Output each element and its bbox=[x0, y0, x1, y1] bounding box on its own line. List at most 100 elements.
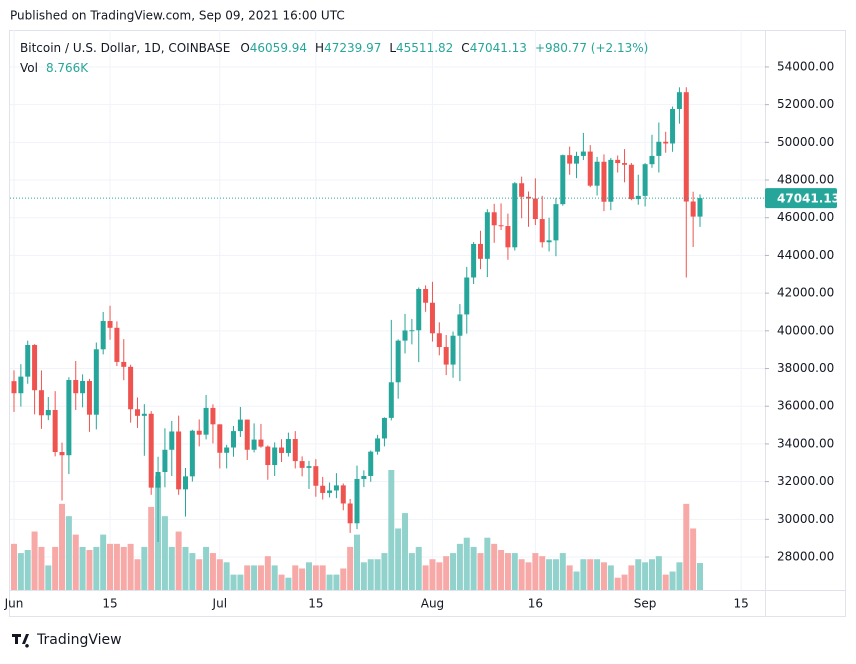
candle-body bbox=[244, 419, 250, 450]
x-tick-label: Aug bbox=[421, 597, 444, 611]
volume-bar bbox=[299, 568, 306, 590]
volume-bar bbox=[271, 565, 278, 590]
volume-bar bbox=[340, 568, 347, 590]
y-tick-label: 40000.00 bbox=[777, 323, 834, 337]
volume-bar bbox=[11, 543, 17, 590]
candle-body bbox=[224, 447, 230, 453]
volume-bar bbox=[662, 574, 669, 590]
volume-bar bbox=[189, 553, 196, 590]
candle-body bbox=[217, 424, 223, 453]
candle-body bbox=[340, 485, 346, 504]
volume-bar bbox=[168, 546, 175, 590]
candle-body bbox=[189, 430, 195, 477]
volume-bar bbox=[642, 562, 649, 590]
symbol: Bitcoin / U.S. Dollar, 1D, COINBASE bbox=[20, 41, 230, 55]
candle-body bbox=[169, 431, 175, 450]
volume-bar bbox=[648, 559, 655, 590]
grid bbox=[10, 30, 765, 590]
candle-body bbox=[539, 219, 545, 243]
x-tick-label: 16 bbox=[528, 597, 543, 611]
ohlc-value: 47041.13 bbox=[470, 41, 527, 55]
volume-bar bbox=[107, 543, 114, 590]
volume-bar bbox=[209, 553, 216, 590]
volume-bar bbox=[402, 513, 409, 590]
volume-bar bbox=[491, 543, 498, 590]
candle-body bbox=[327, 490, 333, 493]
x-tick-label: 15 bbox=[734, 597, 749, 611]
candle-body bbox=[45, 409, 51, 416]
candle-body bbox=[38, 390, 44, 416]
candle-body bbox=[484, 212, 490, 259]
candle-body bbox=[580, 151, 586, 156]
candle-body bbox=[347, 503, 353, 524]
volume-bar bbox=[278, 574, 285, 590]
candle-body bbox=[443, 347, 449, 365]
candle-body bbox=[491, 212, 497, 226]
volume-bar bbox=[251, 565, 258, 590]
volume-bar bbox=[422, 565, 429, 590]
candle-body bbox=[532, 198, 538, 220]
x-tick-label: Jun bbox=[4, 597, 24, 611]
volume-bar bbox=[408, 553, 415, 590]
candle-body bbox=[477, 243, 483, 259]
candle-body bbox=[423, 288, 429, 303]
volume-bar bbox=[456, 543, 463, 590]
volume-pane bbox=[11, 470, 703, 590]
candle-body bbox=[66, 380, 72, 456]
volume-bar bbox=[388, 470, 395, 590]
candle-body bbox=[11, 381, 17, 394]
volume-bar bbox=[93, 546, 100, 590]
volume-bar bbox=[539, 556, 546, 590]
volume-bar bbox=[113, 543, 120, 590]
candle-body bbox=[642, 164, 648, 196]
candle-body bbox=[155, 472, 161, 488]
y-tick-label: 52000.00 bbox=[777, 97, 834, 111]
volume-bar bbox=[237, 574, 244, 590]
volume-bar bbox=[59, 503, 66, 590]
candle-body bbox=[52, 409, 58, 453]
candle-body bbox=[361, 475, 367, 479]
candle-body bbox=[601, 161, 607, 202]
candle-body bbox=[663, 141, 669, 144]
volume-bar bbox=[127, 543, 134, 590]
volume-bar bbox=[374, 559, 381, 590]
x-tick-label: 15 bbox=[102, 597, 117, 611]
candle-body bbox=[196, 430, 202, 435]
volume-bar bbox=[230, 574, 237, 590]
volume-bar bbox=[257, 565, 264, 590]
volume-bar bbox=[504, 553, 511, 590]
candle-body bbox=[594, 161, 600, 186]
volume-last: 8.766K bbox=[46, 61, 89, 75]
ohlc-key: O bbox=[240, 41, 249, 55]
x-tick-label: 15 bbox=[308, 597, 323, 611]
candle-body bbox=[553, 204, 559, 241]
published-note: Published on TradingView.com, Sep 09, 20… bbox=[10, 9, 345, 23]
candle-body bbox=[587, 151, 593, 186]
candle-body bbox=[59, 452, 65, 456]
volume-bar bbox=[450, 553, 457, 590]
candle-body bbox=[560, 155, 566, 205]
volume-bar bbox=[607, 565, 614, 590]
candle-body bbox=[272, 447, 278, 466]
candle-body bbox=[622, 163, 628, 165]
y-tick-label: 50000.00 bbox=[777, 135, 834, 149]
candle-body bbox=[320, 485, 326, 493]
volume-bar bbox=[175, 531, 182, 590]
candle-body bbox=[18, 376, 24, 394]
candle-body bbox=[381, 417, 387, 439]
candle-body bbox=[628, 164, 634, 200]
y-tick-label: 48000.00 bbox=[777, 173, 834, 187]
candle-body bbox=[114, 327, 120, 362]
candle-body bbox=[141, 413, 147, 416]
volume-bar bbox=[676, 562, 683, 590]
candle-body bbox=[567, 155, 573, 164]
candles bbox=[10, 87, 765, 542]
volume-bar bbox=[559, 553, 566, 590]
volume-bar bbox=[244, 565, 251, 590]
volume-bar bbox=[182, 546, 189, 590]
volume-bar bbox=[655, 556, 662, 590]
candle-body bbox=[471, 243, 477, 278]
x-tick-label: Jul bbox=[212, 597, 227, 611]
candle-body bbox=[409, 330, 415, 332]
